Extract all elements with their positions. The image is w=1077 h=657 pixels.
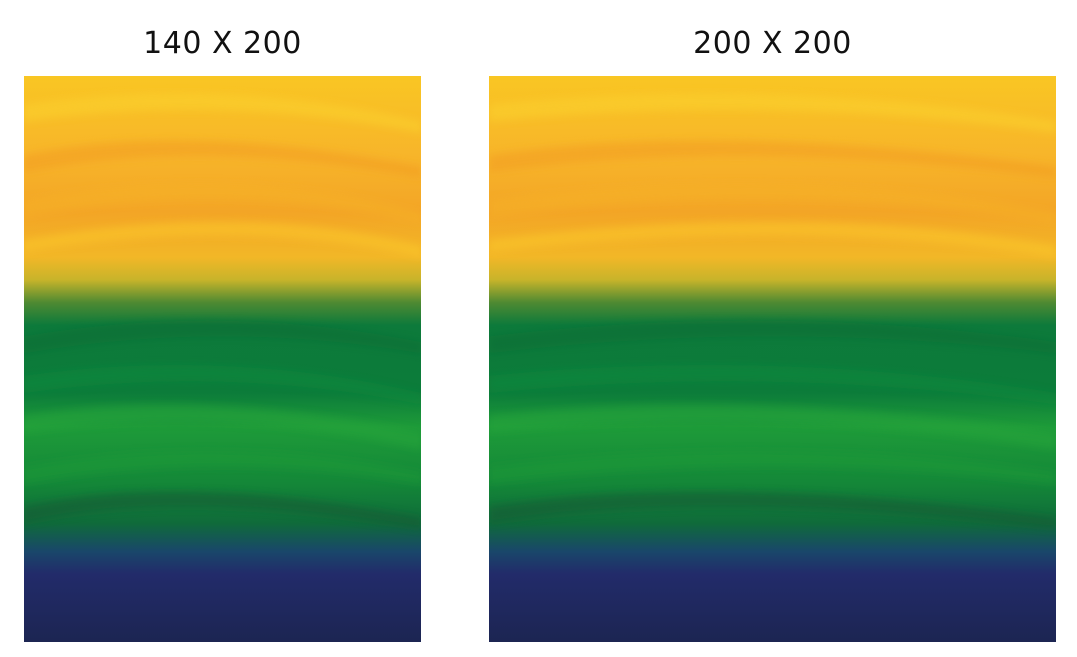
color-swatch-image [489, 76, 1056, 642]
brush-gradient-art [24, 76, 421, 642]
panel-label: 200 X 200 [693, 26, 852, 61]
panel-label: 140 X 200 [143, 26, 302, 61]
brush-gradient-art [489, 76, 1056, 642]
color-swatch-image [24, 76, 421, 642]
